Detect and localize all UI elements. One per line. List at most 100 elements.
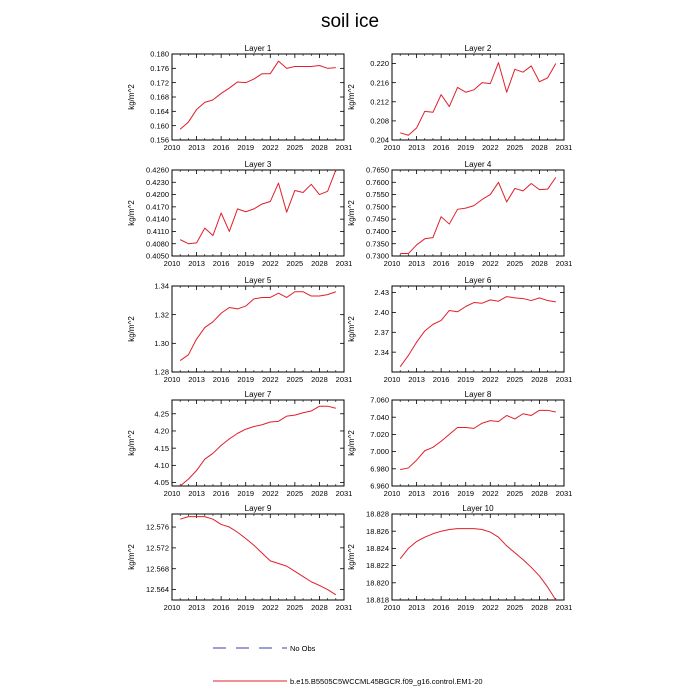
panel-layer-1: Layer 1 kg/m^2 2010 2013 2016 2019 2022 2025 202… (127, 44, 352, 152)
x-tick-label-layer-2: 2013 (408, 143, 425, 152)
panel-layer-3: Layer 3 kg/m^2 2010 2013 2016 2019 2022 2025 202… (127, 160, 352, 268)
y-tick-label-layer-5: 1.28 (154, 368, 169, 377)
y-axis-label-layer-5: kg/m^2 (127, 316, 136, 342)
x-tick-label-layer-3: 2019 (237, 259, 254, 268)
y-axis-label-layer-1: kg/m^2 (127, 84, 136, 110)
y-tick-label-layer-8: 7.060 (370, 396, 389, 405)
x-tick-label-layer-3: 2025 (287, 259, 304, 268)
y-tick-label-layer-2: 0.208 (370, 116, 389, 125)
x-tick-label-layer-1: 2016 (213, 143, 230, 152)
panel-title-layer-7: Layer 7 (245, 390, 272, 399)
y-tick-label-layer-8: 7.000 (370, 447, 389, 456)
x-tick-label-layer-6: 2019 (457, 375, 474, 384)
y-tick-label-layer-7: 4.10 (154, 461, 169, 470)
x-tick-label-layer-1: 2013 (188, 143, 205, 152)
x-tick-label-layer-2: 2016 (433, 143, 450, 152)
x-tick-label-layer-5: 2019 (237, 375, 254, 384)
x-tick-label-layer-10: 2022 (482, 603, 499, 612)
panel-layer-4: Layer 4 kg/m^2 2010 2013 2016 2019 2022 2025 202… (347, 160, 572, 268)
y-tick-label-layer-9: 12.572 (146, 543, 169, 552)
series-line-layer-8 (400, 409, 556, 471)
y-tick-label-layer-4: 0.7400 (366, 227, 389, 236)
x-tick-label-layer-7: 2028 (311, 489, 328, 498)
x-tick-label-layer-5: 2016 (213, 375, 230, 384)
x-tick-label-layer-3: 2016 (213, 259, 230, 268)
panel-layer-10: Layer 10 kg/m^2 2010 2013 2016 2019 2022 2025 20… (347, 504, 572, 612)
panel-title-layer-1: Layer 1 (245, 44, 272, 53)
y-axis-label-layer-2: kg/m^2 (347, 84, 356, 110)
y-tick-label-layer-2: 0.204 (370, 136, 389, 145)
y-tick-label-layer-10: 18.818 (366, 596, 389, 605)
figure-title: soil ice (321, 11, 379, 32)
x-tick-label-layer-4: 2019 (457, 259, 474, 268)
y-tick-label-layer-10: 18.826 (366, 527, 389, 536)
y-tick-label-layer-10: 18.822 (366, 561, 389, 570)
x-tick-label-layer-10: 2016 (433, 603, 450, 612)
y-tick-label-layer-7: 4.05 (154, 478, 169, 487)
x-tick-label-layer-9: 2022 (262, 603, 279, 612)
legend-item-no-obs: No Obs (213, 644, 316, 653)
y-axis-label-layer-7: kg/m^2 (127, 430, 136, 456)
panel-title-layer-8: Layer 8 (465, 390, 492, 399)
panel-title-layer-3: Layer 3 (245, 160, 272, 169)
x-tick-label-layer-6: 2013 (408, 375, 425, 384)
y-tick-label-layer-9: 12.564 (146, 585, 169, 594)
x-tick-label-layer-7: 2025 (287, 489, 304, 498)
y-tick-label-layer-8: 7.040 (370, 413, 389, 422)
y-tick-label-layer-5: 1.30 (154, 339, 169, 348)
y-axis-label-layer-4: kg/m^2 (347, 200, 356, 226)
y-tick-label-layer-4: 0.7300 (366, 252, 389, 261)
y-tick-label-layer-10: 18.824 (366, 544, 389, 553)
x-tick-label-layer-8: 2010 (384, 489, 401, 498)
x-tick-label-layer-1: 2022 (262, 143, 279, 152)
y-tick-label-layer-2: 0.216 (370, 78, 389, 87)
x-tick-label-layer-8: 2031 (556, 489, 573, 498)
y-tick-label-layer-4: 0.7350 (366, 239, 389, 248)
series-line-layer-2 (400, 62, 557, 136)
x-tick-label-layer-2: 2028 (531, 143, 548, 152)
x-tick-label-layer-10: 2019 (457, 603, 474, 612)
x-tick-label-layer-10: 2028 (531, 603, 548, 612)
y-tick-label-layer-2: 0.220 (370, 59, 389, 68)
x-tick-label-layer-3: 2031 (336, 259, 353, 268)
x-tick-label-layer-7: 2010 (164, 489, 181, 498)
x-tick-label-layer-2: 2022 (482, 143, 499, 152)
x-tick-label-layer-3: 2010 (164, 259, 181, 268)
x-tick-label-layer-10: 2031 (556, 603, 573, 612)
x-tick-label-layer-7: 2019 (237, 489, 254, 498)
plot-frame-layer-7 (171, 399, 345, 487)
x-tick-label-layer-2: 2019 (457, 143, 474, 152)
x-tick-label-layer-1: 2010 (164, 143, 181, 152)
panel-layer-2: Layer 2 kg/m^2 2010 2013 2016 2019 2022 2025 202… (347, 44, 572, 152)
legend-item-model-run: b.e15.B5505C5WCCML45BGCR.f09_g16.control… (213, 677, 483, 686)
plot-frame-layer-5 (171, 285, 345, 373)
y-axis-label-layer-3: kg/m^2 (127, 200, 136, 226)
y-tick-label-layer-6: 2.34 (374, 348, 389, 357)
panel-layer-7: Layer 7 kg/m^2 2010 2013 2016 2019 2022 2025 202… (127, 390, 352, 498)
x-tick-label-layer-5: 2025 (287, 375, 304, 384)
x-tick-label-layer-9: 2010 (164, 603, 181, 612)
panel-title-layer-4: Layer 4 (465, 160, 492, 169)
x-tick-label-layer-3: 2022 (262, 259, 279, 268)
y-tick-label-layer-10: 18.820 (366, 578, 389, 587)
y-axis-label-layer-10: kg/m^2 (347, 544, 356, 570)
y-tick-label-layer-7: 4.25 (154, 409, 169, 418)
x-tick-label-layer-2: 2010 (384, 143, 401, 152)
y-tick-label-layer-9: 12.576 (146, 523, 169, 532)
y-tick-label-layer-3: 0.4050 (146, 252, 169, 261)
y-tick-label-layer-3: 0.4110 (147, 227, 169, 236)
y-tick-label-layer-8: 7.020 (370, 430, 389, 439)
x-tick-label-layer-7: 2022 (262, 489, 279, 498)
plot-frame-layer-10 (391, 513, 565, 601)
panel-title-layer-5: Layer 5 (245, 276, 272, 285)
x-tick-label-layer-6: 2031 (556, 375, 573, 384)
x-tick-label-layer-5: 2031 (336, 375, 353, 384)
x-tick-label-layer-8: 2022 (482, 489, 499, 498)
y-tick-label-layer-3: 0.4170 (146, 202, 169, 211)
legend-label-no-obs: No Obs (290, 644, 316, 653)
x-tick-label-layer-6: 2022 (482, 375, 499, 384)
panels-group: Layer 1 kg/m^2 2010 2013 2016 2019 2022 2025 202… (127, 44, 572, 612)
y-axis-label-layer-9: kg/m^2 (127, 544, 136, 570)
series-line-layer-4 (400, 177, 557, 255)
plot-frame-layer-6 (391, 285, 565, 373)
